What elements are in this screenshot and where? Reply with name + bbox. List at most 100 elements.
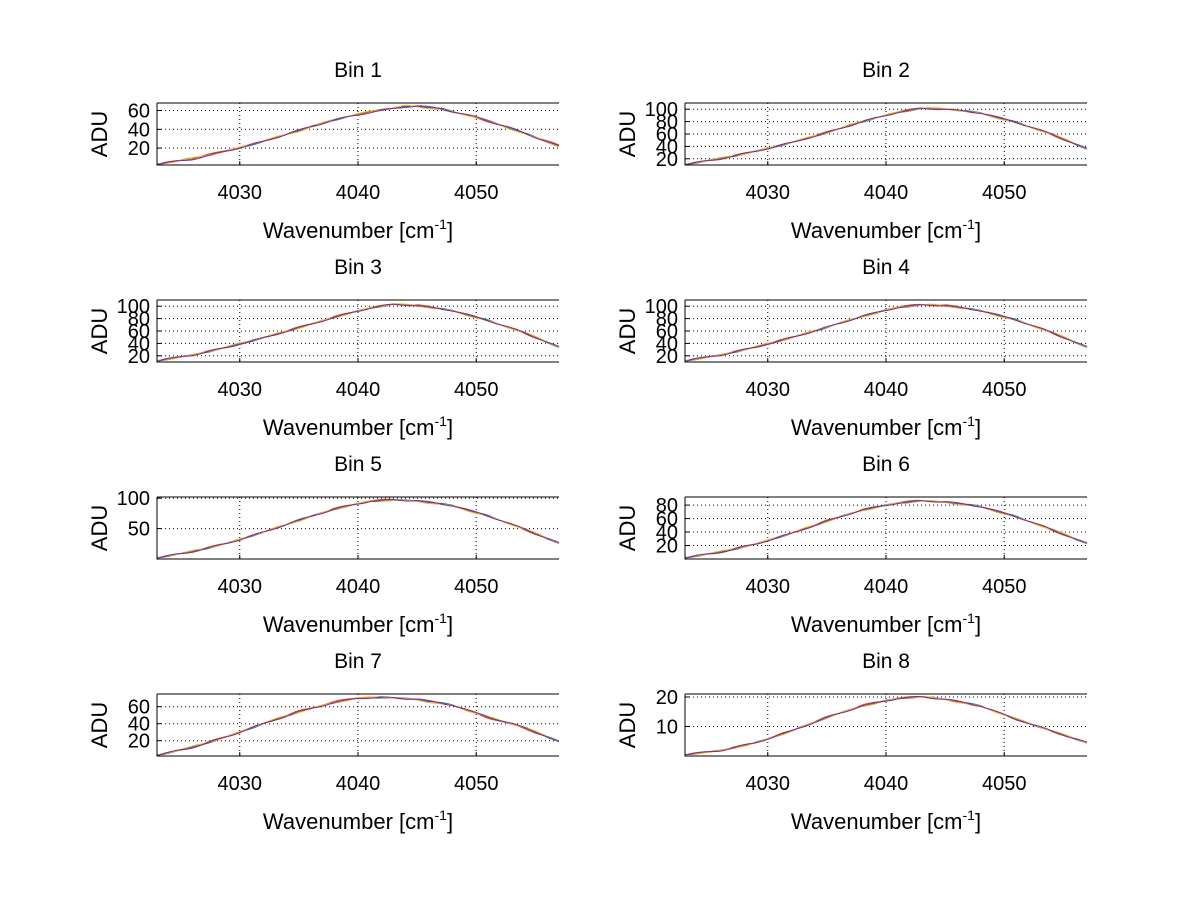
axes-frame — [156, 103, 559, 166]
y-tick-label: 40 — [656, 522, 678, 544]
axes-frame — [684, 103, 1087, 166]
x-tick-label: 4050 — [454, 182, 499, 204]
series-line-4 — [684, 500, 1088, 559]
series-line-4 — [156, 499, 560, 559]
x-tick-label: 4030 — [218, 773, 263, 795]
series-line-3 — [684, 696, 1088, 755]
subplot-title: Bin 8 — [862, 650, 910, 673]
x-axis-label: Wavenumber [cm-1] — [791, 610, 981, 637]
axes-frame — [156, 300, 559, 363]
subplot-title: Bin 1 — [334, 59, 382, 82]
y-axis-label: ADU — [87, 505, 112, 551]
axes-frame — [684, 300, 1087, 363]
y-tick-label: 80 — [656, 309, 678, 331]
y-tick-label: 100 — [645, 296, 678, 318]
x-axis-label: Wavenumber [cm-1] — [791, 413, 981, 440]
series-line-4 — [684, 304, 1088, 362]
y-tick-label: 20 — [656, 346, 678, 368]
y-axis-label: ADU — [87, 111, 112, 157]
y-tick-label: 40 — [128, 714, 150, 736]
x-tick-label: 4040 — [864, 379, 909, 401]
series-line-2 — [684, 107, 1088, 166]
y-tick-label: 40 — [128, 333, 150, 355]
subplot-bin-5: 4030 4040 4050 50 100 Bin 5 Wavenumber [cm-1] A… — [87, 453, 560, 637]
axes-frame — [156, 694, 559, 757]
y-tick-label: 50 — [128, 519, 150, 541]
y-axis-label: ADU — [615, 111, 640, 157]
axes-frame — [156, 497, 559, 560]
x-axis-label: Wavenumber [cm-1] — [791, 807, 981, 834]
x-tick-label: 4050 — [982, 576, 1027, 598]
x-tick-label: 4050 — [982, 379, 1027, 401]
x-tick-label: 4040 — [336, 773, 381, 795]
y-tick-label: 20 — [656, 536, 678, 558]
x-tick-label: 4030 — [218, 576, 263, 598]
y-tick-label: 80 — [128, 309, 150, 331]
x-axis-label: Wavenumber [cm-1] — [263, 216, 453, 243]
axes-frame — [684, 694, 1087, 757]
x-tick-label: 4050 — [982, 773, 1027, 795]
y-axis-label: ADU — [615, 505, 640, 551]
subplot-title: Bin 6 — [862, 453, 910, 476]
x-tick-label: 4030 — [218, 182, 263, 204]
x-tick-label: 4050 — [982, 182, 1027, 204]
x-tick-label: 4050 — [454, 379, 499, 401]
y-axis-label: ADU — [615, 308, 640, 354]
subplot-title: Bin 4 — [862, 256, 910, 279]
subplot-title: Bin 7 — [334, 650, 382, 673]
series-line-4 — [156, 696, 560, 757]
x-tick-label: 4030 — [746, 576, 791, 598]
x-tick-label: 4040 — [336, 576, 381, 598]
y-tick-label: 20 — [656, 149, 678, 171]
y-axis-label: ADU — [87, 308, 112, 354]
x-tick-label: 4030 — [746, 379, 791, 401]
x-tick-label: 4050 — [454, 576, 499, 598]
y-tick-label: 20 — [656, 687, 678, 709]
x-tick-label: 4040 — [864, 182, 909, 204]
y-tick-label: 100 — [117, 296, 150, 318]
series-line-4 — [156, 303, 560, 362]
y-tick-label: 60 — [656, 321, 678, 343]
y-tick-label: 100 — [117, 488, 150, 510]
y-tick-label: 40 — [128, 119, 150, 141]
y-tick-label: 100 — [645, 99, 678, 121]
x-tick-label: 4050 — [454, 773, 499, 795]
series-line-4 — [684, 107, 1088, 166]
x-tick-label: 4030 — [746, 182, 791, 204]
y-axis-label: ADU — [615, 702, 640, 748]
series-line-4 — [156, 105, 560, 165]
x-tick-label: 4030 — [218, 379, 263, 401]
y-tick-label: 20 — [128, 138, 150, 160]
subplot-bin-8: 4030 4040 4050 10 20 Bin 8 Wavenumber [cm-1] AD… — [615, 650, 1088, 834]
y-tick-label: 60 — [128, 101, 150, 123]
x-axis-label: Wavenumber [cm-1] — [263, 807, 453, 834]
y-tick-label: 20 — [128, 346, 150, 368]
y-tick-label: 80 — [656, 495, 678, 517]
y-tick-label: 80 — [656, 112, 678, 134]
subplot-title: Bin 3 — [334, 256, 382, 279]
y-tick-label: 60 — [656, 509, 678, 531]
series-line-4 — [684, 696, 1088, 756]
x-tick-label: 4040 — [336, 379, 381, 401]
subplot-title: Bin 5 — [334, 453, 382, 476]
y-tick-label: 10 — [656, 716, 678, 738]
y-tick-label: 60 — [128, 697, 150, 719]
y-axis-label: ADU — [87, 702, 112, 748]
subplot-title: Bin 2 — [862, 59, 910, 82]
y-tick-label: 40 — [656, 136, 678, 158]
x-axis-label: Wavenumber [cm-1] — [263, 610, 453, 637]
x-axis-label: Wavenumber [cm-1] — [263, 413, 453, 440]
x-axis-label: Wavenumber [cm-1] — [791, 216, 981, 243]
y-tick-label: 40 — [656, 333, 678, 355]
x-tick-label: 4040 — [336, 182, 381, 204]
y-tick-label: 20 — [128, 731, 150, 753]
axes-frame — [684, 497, 1087, 560]
y-tick-label: 60 — [128, 321, 150, 343]
x-tick-label: 4040 — [864, 576, 909, 598]
